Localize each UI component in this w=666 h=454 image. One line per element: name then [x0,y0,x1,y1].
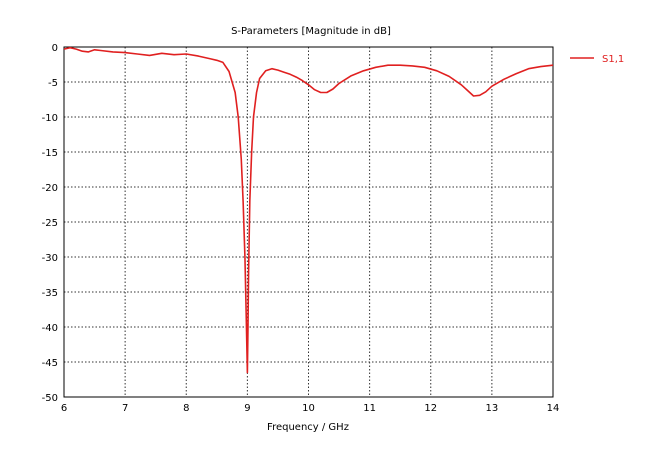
y-tick-label: -45 [42,358,58,369]
x-tick-label: 9 [244,403,250,414]
y-tick-label: -10 [42,113,58,124]
x-tick-label: 7 [122,403,128,414]
legend-label-s11: S1,1 [602,54,624,65]
y-axis: 0 -5 -10 -15 -20 -25 -30 -35 -40 -45 -50 [42,43,58,404]
y-tick-label: -50 [42,393,58,404]
y-tick-label: -25 [42,218,58,229]
y-tick-label: -5 [48,78,58,89]
x-tick-label: 10 [302,403,315,414]
grid [64,47,553,397]
y-tick-label: -20 [42,183,58,194]
y-tick-label: 0 [52,43,58,54]
series-line-s11 [63,46,554,374]
x-axis: 6 7 8 9 10 11 12 13 14 [61,403,560,414]
chart-title: S-Parameters [Magnitude in dB] [231,26,391,37]
x-tick-label: 12 [424,403,437,414]
y-tick-label: -40 [42,323,58,334]
x-tick-label: 13 [486,403,499,414]
y-tick-label: -30 [42,253,58,264]
x-tick-label: 14 [547,403,560,414]
plot-frame [63,46,554,398]
x-tick-label: 11 [363,403,376,414]
x-axis-label: Frequency / GHz [267,422,349,433]
x-tick-label: 6 [61,403,67,414]
x-tick-label: 8 [183,403,189,414]
y-tick-label: -35 [42,288,58,299]
series-group [63,46,554,374]
y-tick-label: -15 [42,148,58,159]
legend: S1,1 [570,54,624,65]
